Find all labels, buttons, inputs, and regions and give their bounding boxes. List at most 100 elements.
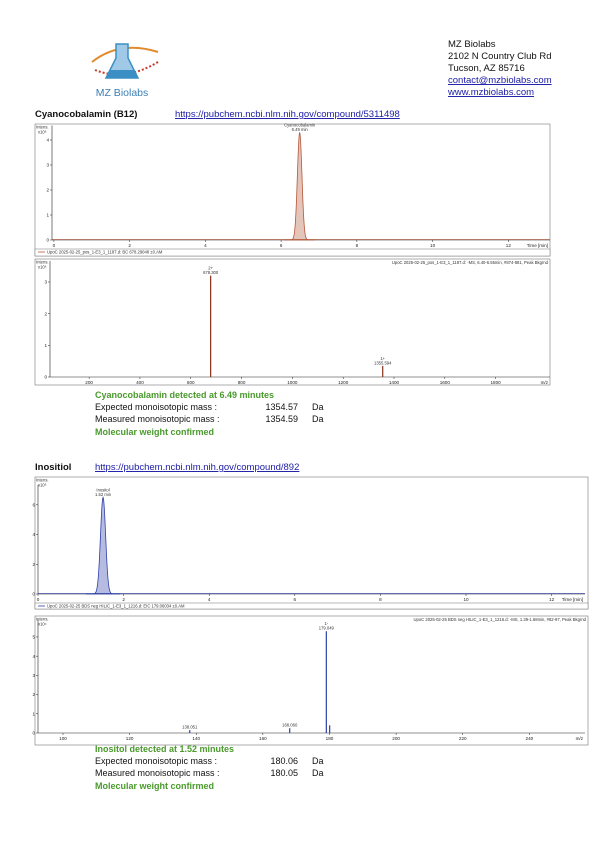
y-tick-label: 2 — [32, 692, 35, 697]
y-tick-label: 0 — [44, 375, 47, 380]
result-unit: Da — [312, 768, 324, 778]
logo: MZ Biolabs — [91, 43, 159, 99]
y-tick-label: 5 — [32, 635, 35, 640]
peak-charge: 1- — [324, 621, 328, 626]
trace-info: UpoC 2025-02-25 BDS neg HILIC_1-E3_1_121… — [47, 604, 185, 609]
x-tick-label: 200 — [85, 380, 93, 385]
address-line: MZ Biolabs — [448, 39, 496, 50]
y-tick-label: 0 — [32, 731, 35, 736]
chart-frame — [34, 476, 589, 610]
x-tick-label: 1600 — [440, 380, 451, 385]
x-tick-label: 0 — [37, 597, 40, 602]
y-axis-label: Intens. — [36, 617, 49, 622]
y-tick-label: 4 — [46, 138, 49, 143]
y-scale-label: x10⁵ — [38, 483, 47, 488]
y-tick-label: 0 — [46, 238, 49, 243]
y-tick-label: 1 — [46, 213, 49, 218]
result-label: Expected monoisotopic mass : — [95, 756, 217, 766]
x-tick-label: 8 — [356, 243, 359, 248]
peak-label: 1355.594 — [374, 360, 392, 365]
x-tick-label: 180 — [326, 736, 334, 741]
peak-charge: 2+ — [208, 266, 213, 271]
y-tick-label: 0 — [32, 592, 35, 597]
y-tick-label: 1 — [44, 343, 47, 348]
trace-info: UpoC 2025-02-25_pos_1-E3_1_1187.d: BC 67… — [47, 250, 163, 255]
result-label: Expected monoisotopic mass : — [95, 402, 217, 412]
y-tick-label: 6 — [32, 502, 35, 507]
result-value: 1354.57 — [265, 402, 298, 412]
address-line: Tucson, AZ 85716 — [448, 63, 525, 74]
logo-liquid — [106, 70, 138, 78]
address-line: 2102 N Country Club Rd — [448, 51, 552, 62]
x-tick-label: 120 — [126, 736, 134, 741]
x-tick-label: 4 — [204, 243, 207, 248]
peak-charge: 1+ — [380, 356, 385, 361]
x-tick-label: 240 — [526, 736, 534, 741]
result-value: 180.06 — [270, 756, 298, 766]
pubchem-link[interactable]: https://pubchem.ncbi.nlm.nih.gov/compoun… — [95, 462, 299, 473]
y-tick-label: 4 — [32, 532, 35, 537]
x-tick-label: 2 — [128, 243, 131, 248]
x-tick-label: 1800 — [491, 380, 502, 385]
spectrum-peak — [210, 275, 212, 377]
x-tick-label: 100 — [59, 736, 67, 741]
y-tick-label: 3 — [32, 673, 35, 678]
y-tick-label: 2 — [44, 311, 47, 316]
y-axis-label: Intens. — [36, 260, 49, 265]
result-conclusion: Molecular weight confirmed — [95, 781, 214, 791]
spectrum-peak — [289, 728, 291, 733]
result-value: 180.05 — [270, 768, 298, 778]
peak-label: 179.049 — [319, 626, 335, 631]
x-tick-label: 10 — [463, 597, 469, 602]
logo-text: MZ Biolabs — [96, 87, 149, 99]
x-tick-label: 10 — [430, 243, 436, 248]
x-tick-label: 1000 — [287, 380, 298, 385]
x-tick-label: 220 — [459, 736, 467, 741]
result-value: 1354.59 — [265, 414, 298, 424]
spectrum-info: UpoC 2025-02-25_pos_1-E3_1_1187.d: -MS, … — [392, 260, 549, 265]
y-tick-label: 1 — [32, 711, 35, 716]
result-conclusion: Molecular weight confirmed — [95, 427, 214, 437]
peak-label: 678.300 — [203, 270, 219, 275]
x-tick-label: 140 — [192, 736, 200, 741]
peak — [284, 132, 315, 241]
x-axis-label: m/z — [576, 736, 584, 741]
x-tick-label: 12 — [506, 243, 512, 248]
website-link[interactable]: www.mzbiolabs.com — [447, 87, 534, 98]
trace-legend — [34, 602, 589, 610]
x-tick-label: 160 — [259, 736, 267, 741]
pubchem-link[interactable]: https://pubchem.ncbi.nlm.nih.gov/compoun… — [175, 109, 400, 120]
x-tick-label: 200 — [392, 736, 400, 741]
y-axis-label: Intens. — [36, 478, 49, 483]
chart-frame — [34, 258, 551, 386]
x-tick-label: 600 — [187, 380, 195, 385]
x-tick-label: 1400 — [389, 380, 400, 385]
y-scale-label: x10⁶ — [38, 130, 47, 135]
x-tick-label: 6 — [294, 597, 297, 602]
x-tick-label: 4 — [208, 597, 211, 602]
email-link[interactable]: contact@mzbiolabs.com — [448, 75, 552, 86]
peak-label: 168.060 — [282, 723, 298, 728]
peak-name: Inositol — [96, 487, 109, 492]
y-scale-label: x10⁶ — [38, 265, 47, 270]
y-axis-label: Intens. — [36, 125, 49, 130]
y-tick-label: 2 — [46, 188, 49, 193]
result-unit: Da — [312, 414, 324, 424]
peak-name: Cyanocobalamin — [284, 123, 316, 128]
spectrum-peak — [325, 631, 327, 733]
y-tick-label: 3 — [44, 280, 47, 285]
result-headline: Inositol detected at 1.52 minutes — [95, 744, 234, 754]
spectrum-peak — [329, 725, 331, 733]
x-tick-label: 1200 — [338, 380, 349, 385]
x-tick-label: 0 — [53, 243, 56, 248]
spectrum-info: UpoC 2025-02-25 BDS neg HILIC_1-E3_1_121… — [414, 617, 587, 622]
y-scale-label: x10⁴ — [38, 622, 47, 627]
section-title: Inositiol — [35, 462, 71, 473]
x-axis-label: m/z — [541, 380, 549, 385]
result-unit: Da — [312, 402, 324, 412]
y-tick-label: 3 — [46, 163, 49, 168]
chart-frame — [34, 123, 551, 257]
y-tick-label: 2 — [32, 562, 35, 567]
result-unit: Da — [312, 756, 324, 766]
